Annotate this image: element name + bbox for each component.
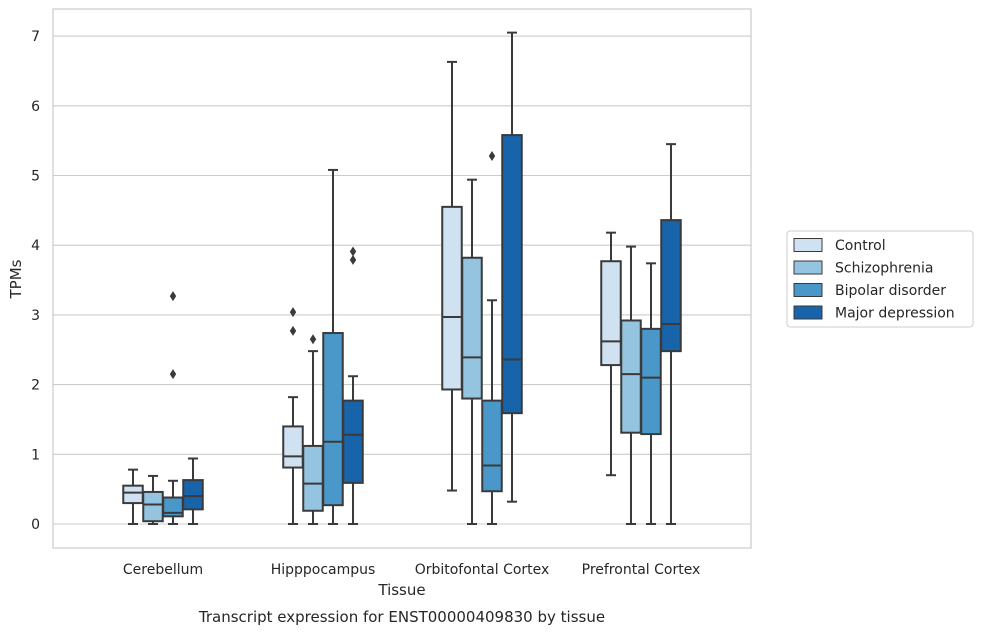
- box-control-3: [600, 231, 622, 477]
- box-iqr: [660, 219, 682, 353]
- box-iqr: [182, 479, 204, 511]
- x-tick-label: Orbitofontal Cortex: [415, 562, 550, 578]
- legend-swatch: [793, 238, 823, 252]
- y-tick-label: 6: [31, 99, 40, 115]
- plot-frame: [52, 8, 752, 549]
- box-schizophrenia-3: [620, 245, 642, 525]
- x-tick-labels: Cerebellum Hipppocampus Orbitofontal Corte…: [123, 562, 700, 578]
- outlier-point: [289, 325, 297, 336]
- y-tick-label: 1: [31, 447, 40, 463]
- x-axis-title: Tissue: [377, 581, 425, 599]
- box-control-1: [282, 307, 304, 525]
- box-bipolar-disorder-2: [481, 150, 503, 525]
- x-tick-label: Prefrontal Cortex: [582, 562, 701, 578]
- box-iqr: [302, 444, 324, 512]
- box-iqr: [441, 205, 463, 391]
- box-major-depression-1: [342, 246, 364, 525]
- box-iqr: [620, 319, 642, 434]
- y-tick-label: 3: [31, 308, 40, 324]
- box-iqr: [461, 256, 483, 400]
- box-schizophrenia-2: [461, 178, 483, 525]
- y-tick-label: 4: [31, 238, 40, 254]
- x-tick-label: Hipppocampus: [271, 562, 376, 578]
- legend-label: Control: [835, 238, 886, 254]
- chart-caption: Transcript expression for ENST0000040983…: [198, 608, 605, 626]
- y-tick-labels: 0 1 2 3 4 5 6 7: [31, 29, 40, 533]
- legend-swatch: [793, 305, 823, 320]
- box-major-depression-2: [501, 31, 523, 503]
- box-iqr: [342, 399, 364, 484]
- outlier-point: [289, 307, 297, 318]
- outlier-point: [349, 246, 357, 257]
- legend-swatch: [793, 283, 823, 297]
- y-tick-label: 7: [31, 29, 40, 45]
- y-tick-label: 0: [31, 517, 40, 533]
- box-control-0: [122, 468, 144, 525]
- legend-frame: [786, 230, 974, 328]
- box-iqr: [122, 484, 144, 505]
- box-major-depression-0: [182, 457, 204, 525]
- y-tick-label: 5: [31, 169, 40, 185]
- box-iqr: [600, 260, 622, 367]
- box-iqr: [322, 332, 344, 507]
- box-iqr: [142, 490, 164, 523]
- outlier-point: [349, 254, 357, 265]
- legend-label: Bipolar disorder: [835, 283, 946, 299]
- outlier-point: [488, 150, 496, 161]
- outlier-point: [169, 291, 177, 302]
- plot-area-background: [53, 9, 751, 548]
- legend: Control Schizophrenia Bipolar disorder Majo…: [786, 230, 974, 328]
- box-bipolar-disorder-3: [640, 262, 662, 525]
- outlier-point: [309, 334, 317, 345]
- box-iqr: [481, 399, 503, 493]
- box-iqr: [282, 425, 304, 469]
- y-tick-label: 2: [31, 378, 40, 394]
- y-axis-title: TPMs: [7, 259, 25, 299]
- boxes: [122, 31, 682, 525]
- legend-swatch: [793, 260, 823, 275]
- gridlines: [53, 35, 751, 525]
- legend-label: Schizophrenia: [835, 261, 933, 277]
- box-major-depression-3: [660, 143, 682, 525]
- x-tick-label: Cerebellum: [123, 562, 203, 578]
- outlier-point: [169, 369, 177, 380]
- box-iqr: [640, 327, 662, 436]
- legend-label: Major depression: [835, 306, 955, 322]
- box-iqr: [501, 134, 523, 415]
